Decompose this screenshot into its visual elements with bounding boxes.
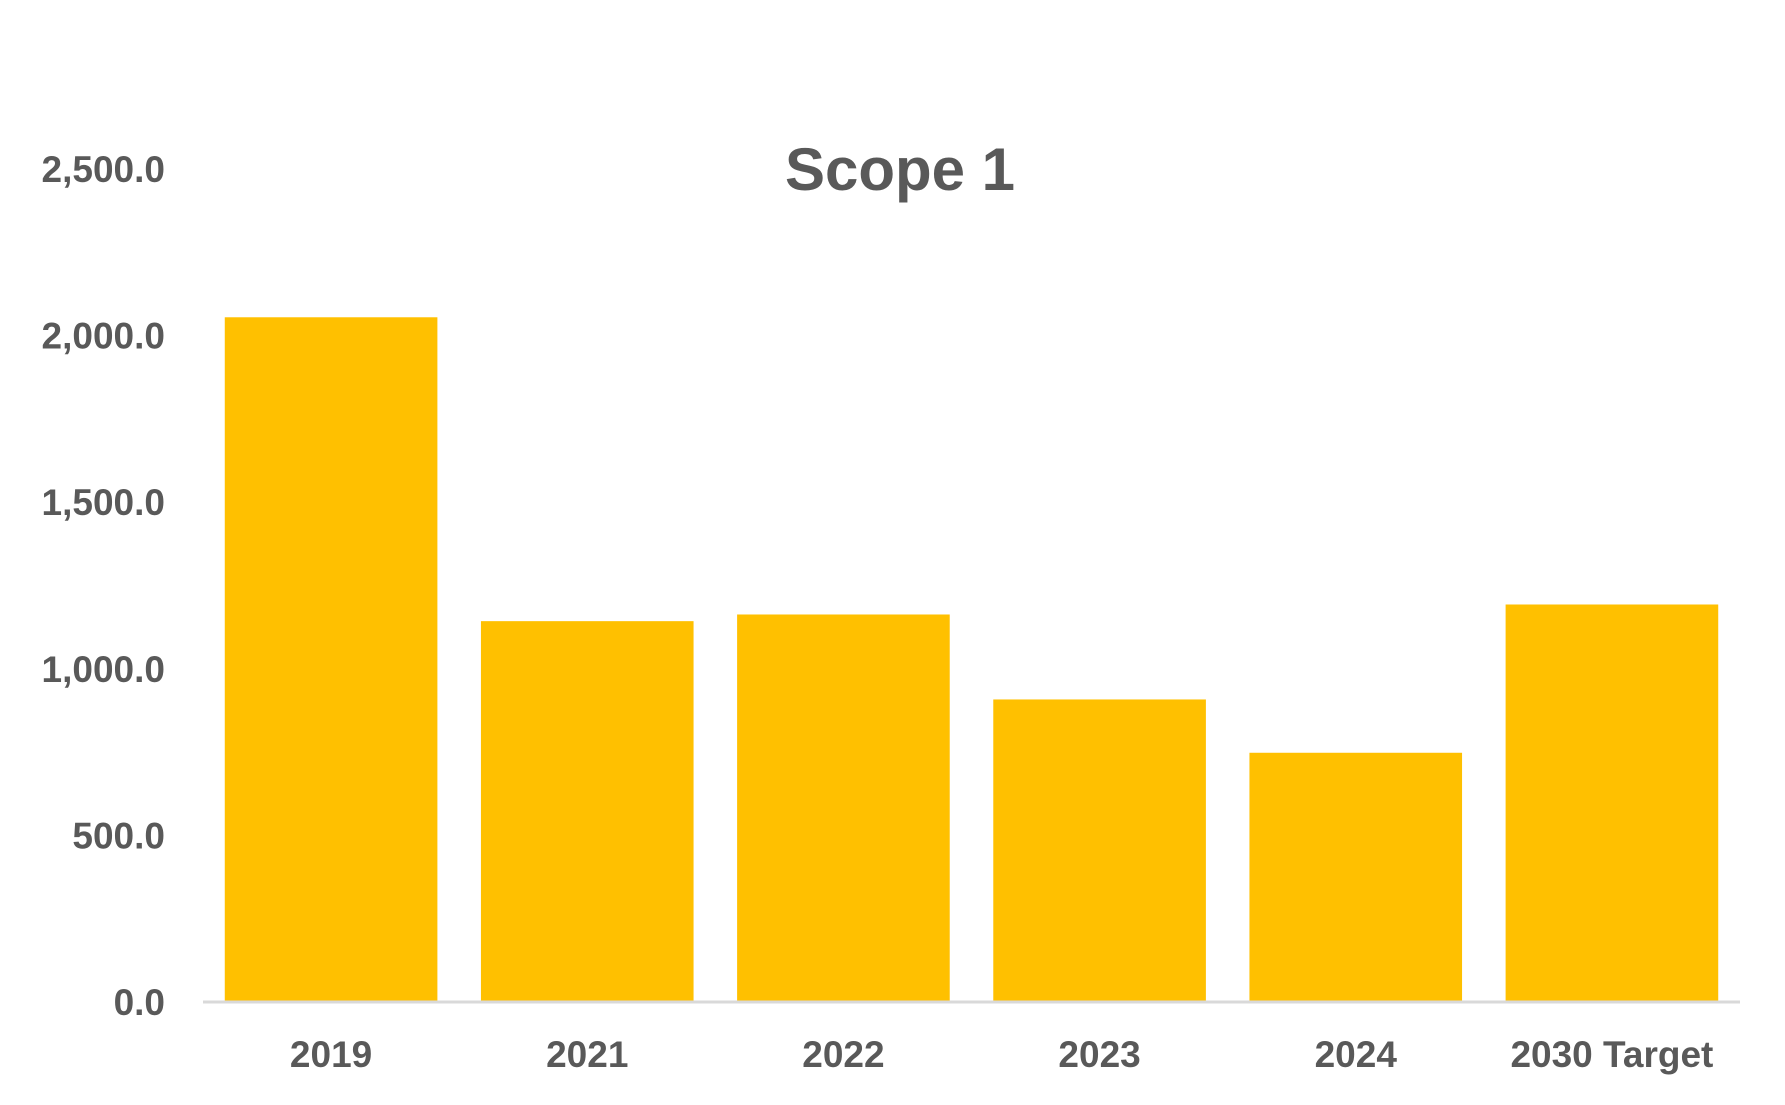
- y-tick-label: 2,000.0: [42, 316, 165, 357]
- bar: [224, 317, 438, 1002]
- x-tick-label: 2019: [290, 1034, 372, 1075]
- y-tick-label: 500.0: [72, 815, 165, 856]
- y-axis-tick-labels: 0.0 500.0 1,000.0 1,500.0 2,000.0 2,500.0: [42, 149, 165, 1023]
- bar: [480, 621, 694, 1002]
- y-tick-label: 1,000.0: [42, 649, 165, 690]
- x-tick-label: 2030 Target: [1510, 1034, 1713, 1075]
- bar: [993, 699, 1206, 1002]
- bar: [1505, 604, 1719, 1002]
- chart-title: Scope 1: [785, 136, 1015, 203]
- x-tick-label: 2024: [1315, 1034, 1398, 1075]
- x-tick-label: 2022: [802, 1034, 884, 1075]
- y-tick-label: 1,500.0: [42, 482, 165, 523]
- bar: [737, 614, 950, 1002]
- bar: [1249, 752, 1463, 1002]
- y-tick-label: 2,500.0: [42, 149, 165, 190]
- x-tick-label: 2023: [1058, 1034, 1140, 1075]
- y-tick-label: 0.0: [114, 982, 165, 1023]
- x-axis-tick-labels: 2019 2021 2022 2023 2024 2030 Target: [290, 1034, 1713, 1075]
- x-tick-label: 2021: [546, 1034, 628, 1075]
- bars-group: [224, 317, 1719, 1002]
